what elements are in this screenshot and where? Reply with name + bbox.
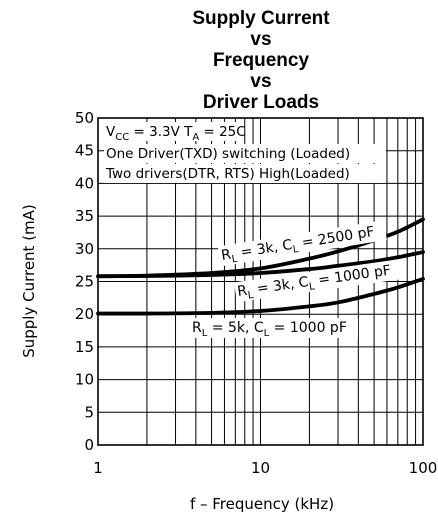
y-tick-label: 30 (75, 240, 94, 258)
annotation-background (104, 164, 386, 183)
title-line: vs (250, 71, 271, 92)
series-label-background (190, 318, 358, 338)
annotation-two-drivers: Two drivers(DTR, RTS) High(Loaded) (105, 166, 350, 182)
x-axis-label: f – Frequency (kHz) (190, 495, 334, 513)
series-label-background (217, 220, 387, 267)
y-tick-label: 5 (84, 403, 94, 421)
series-label-group-item: RL = 3k, CL = 1000 pF (234, 259, 404, 303)
y-tick-label: 10 (75, 371, 94, 389)
x-tick-label: 1 (93, 459, 103, 477)
title-line: Driver Loads (203, 92, 319, 113)
series-curve-rl3k-cl1000 (96, 250, 425, 279)
x-tick-label: 100 (409, 459, 438, 477)
x-tick-label: 10 (251, 459, 270, 477)
annotation-background (104, 144, 386, 163)
y-tick-label: 0 (84, 436, 94, 454)
y-tick-label: 25 (75, 273, 94, 291)
chart-annotations: VCC = 3.3V TA = 25C One Driver(TXD) switc… (104, 122, 386, 183)
y-axis-label: Supply Current (mA) (20, 204, 38, 358)
y-tick-label: 20 (75, 305, 94, 323)
series-label-rl5k-cl1000: RL = 5k, CL = 1000 pF (192, 320, 347, 339)
plot-frame (97, 117, 424, 446)
annotation-one-driver: One Driver(TXD) switching (Loaded) (106, 146, 350, 162)
y-tick-label: 50 (75, 109, 94, 127)
annotation-conditions: VCC = 3.3V TA = 25C (106, 124, 246, 143)
annotation-background (104, 122, 240, 141)
series-label-group-item: RL = 5k, CL = 1000 pF (190, 318, 358, 339)
title-line: vs (250, 29, 271, 50)
tick-labels: 0 5 10 15 20 25 30 35 40 45 50 1 10 100 (75, 109, 437, 477)
title-line: Frequency (213, 50, 310, 71)
data-curves (96, 217, 425, 316)
y-tick-label: 45 (75, 142, 94, 160)
title-line: Supply Current (192, 8, 330, 29)
series-label-background (234, 259, 404, 303)
y-tick-label: 35 (75, 207, 94, 225)
y-tick-label: 40 (75, 174, 94, 192)
y-tick-label: 15 (75, 338, 94, 356)
series-curve-rl5k-cl1000 (96, 276, 425, 316)
